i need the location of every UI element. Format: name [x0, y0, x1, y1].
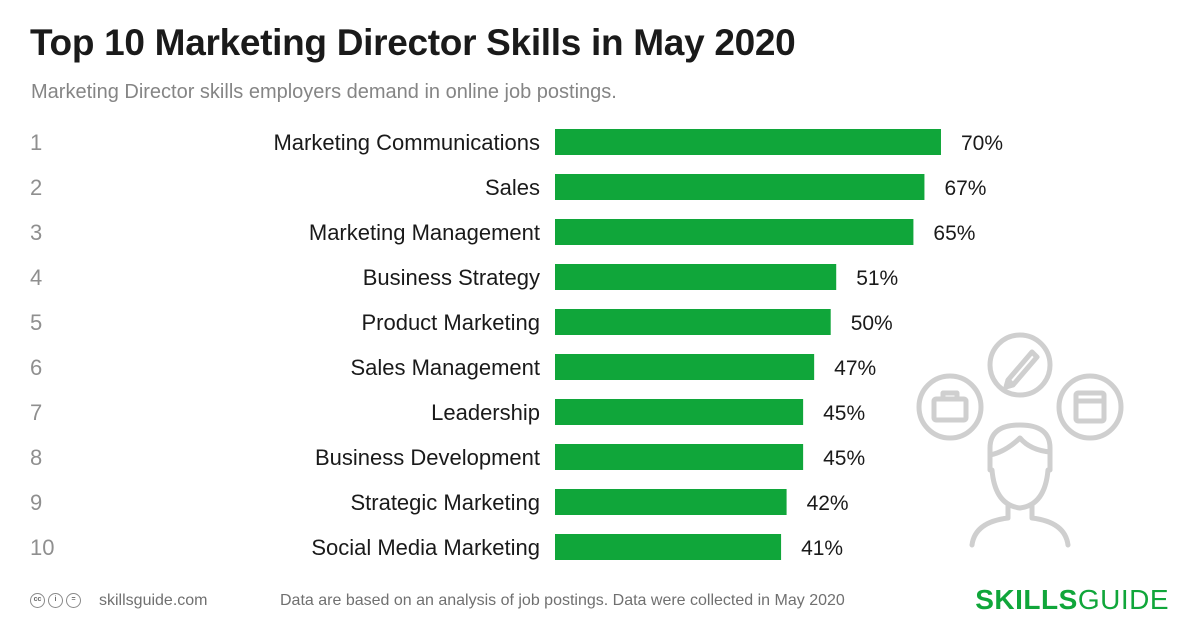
bar [555, 399, 804, 425]
rank-label: 10 [30, 535, 54, 560]
by-icon: i [48, 593, 63, 608]
bar [555, 534, 782, 560]
value-label: 50% [851, 312, 893, 335]
rank-label: 4 [30, 265, 42, 290]
rank-label: 7 [30, 400, 42, 425]
value-label: 41% [801, 537, 843, 560]
bar [555, 129, 941, 155]
rank-label: 5 [30, 310, 42, 335]
value-label: 47% [834, 357, 876, 380]
chart-title: Top 10 Marketing Director Skills in May … [30, 22, 796, 63]
data-note: Data are based on an analysis of job pos… [280, 592, 845, 609]
value-label: 45% [823, 447, 865, 470]
bar [555, 264, 837, 290]
bar [555, 174, 925, 200]
marketing-person-illustration-icon [916, 332, 1124, 548]
category-label: Marketing Management [309, 220, 540, 245]
value-label: 65% [933, 222, 975, 245]
rank-label: 8 [30, 445, 42, 470]
bar [555, 489, 787, 515]
license-icons: cc i = [30, 593, 81, 608]
category-label: Business Strategy [363, 265, 540, 290]
bar-chart: 1 Marketing Communications 70% 2 Sales 67% 3 Ma… [30, 129, 1003, 560]
rank-label: 6 [30, 355, 42, 380]
rank-label: 1 [30, 130, 42, 155]
bar [555, 354, 815, 380]
value-label: 67% [944, 177, 986, 200]
site-link[interactable]: skillsguide.com [99, 592, 208, 609]
category-label: Strategic Marketing [350, 490, 540, 515]
cc-icon: cc [30, 593, 45, 608]
bar [555, 219, 914, 245]
category-label: Social Media Marketing [311, 535, 540, 560]
rank-label: 2 [30, 175, 42, 200]
brand-logo[interactable]: SKILLSGUIDE [975, 584, 1169, 616]
value-label: 70% [961, 132, 1003, 155]
rank-label: 3 [30, 220, 42, 245]
bar [555, 309, 831, 335]
category-label: Product Marketing [361, 310, 540, 335]
nd-icon: = [66, 593, 81, 608]
category-label: Sales Management [350, 355, 540, 380]
value-label: 42% [807, 492, 849, 515]
value-label: 51% [856, 267, 898, 290]
category-label: Marketing Communications [273, 130, 540, 155]
category-label: Sales [485, 175, 540, 200]
rank-label: 9 [30, 490, 42, 515]
bar [555, 444, 804, 470]
category-label: Business Development [315, 445, 540, 470]
brand-bold: SKILLS [975, 584, 1078, 615]
category-label: Leadership [431, 400, 540, 425]
chart-subtitle: Marketing Director skills employers dema… [31, 81, 617, 103]
brand-light: GUIDE [1077, 584, 1169, 615]
value-label: 45% [823, 402, 865, 425]
